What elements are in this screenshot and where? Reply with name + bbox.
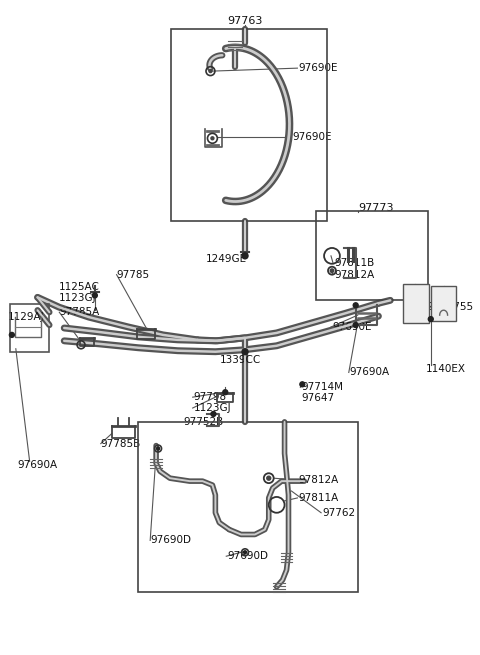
Text: 1125AC: 1125AC	[60, 282, 100, 293]
Circle shape	[300, 382, 305, 387]
Text: 97690A: 97690A	[350, 367, 390, 377]
Bar	[138, 422, 358, 592]
Text: 97690E: 97690E	[292, 132, 332, 142]
Circle shape	[330, 269, 334, 272]
Text: 97812A: 97812A	[299, 475, 338, 485]
Bar	[10, 305, 49, 352]
Text: 97773: 97773	[359, 204, 394, 214]
Circle shape	[353, 322, 358, 328]
Text: 97690E: 97690E	[332, 322, 372, 332]
Circle shape	[211, 411, 216, 417]
Text: 1129AJ: 1129AJ	[8, 312, 45, 322]
Circle shape	[211, 137, 214, 140]
Text: 97811B: 97811B	[334, 258, 374, 268]
Text: 97811A: 97811A	[299, 493, 338, 503]
Bar	[316, 212, 428, 301]
Text: 97785B: 97785B	[101, 439, 141, 449]
Circle shape	[428, 316, 433, 322]
Text: 97755: 97755	[441, 302, 474, 312]
Text: 97647: 97647	[301, 393, 335, 403]
Text: 97762: 97762	[322, 508, 355, 517]
Circle shape	[243, 551, 247, 553]
Circle shape	[156, 447, 159, 450]
Text: 97763: 97763	[228, 16, 263, 26]
Text: 97785: 97785	[117, 270, 150, 280]
Circle shape	[209, 69, 212, 73]
Bar	[171, 29, 327, 221]
Text: 1249GE: 1249GE	[205, 254, 247, 264]
Text: 1123GJ: 1123GJ	[193, 403, 231, 413]
Circle shape	[10, 333, 14, 337]
Text: 97690A: 97690A	[18, 460, 58, 470]
Bar	[403, 284, 429, 323]
Circle shape	[353, 303, 358, 308]
Text: 97690D: 97690D	[227, 552, 268, 561]
Text: 1339CC: 1339CC	[219, 354, 261, 365]
Text: 97785A: 97785A	[60, 307, 99, 317]
Text: 97812A: 97812A	[334, 270, 374, 280]
Circle shape	[242, 348, 248, 354]
Bar	[431, 286, 456, 321]
Text: 97690E: 97690E	[299, 63, 338, 73]
Circle shape	[223, 390, 228, 395]
Text: 97690D: 97690D	[150, 535, 191, 546]
Text: 97623: 97623	[407, 302, 440, 312]
Text: 97752B: 97752B	[184, 417, 224, 427]
Circle shape	[267, 476, 271, 480]
Text: 1123GJ: 1123GJ	[60, 293, 97, 303]
Text: 97714M: 97714M	[301, 383, 343, 392]
Circle shape	[242, 253, 248, 259]
Circle shape	[92, 293, 97, 298]
Text: 97798: 97798	[193, 392, 227, 402]
Text: 1140EX: 1140EX	[426, 364, 466, 375]
